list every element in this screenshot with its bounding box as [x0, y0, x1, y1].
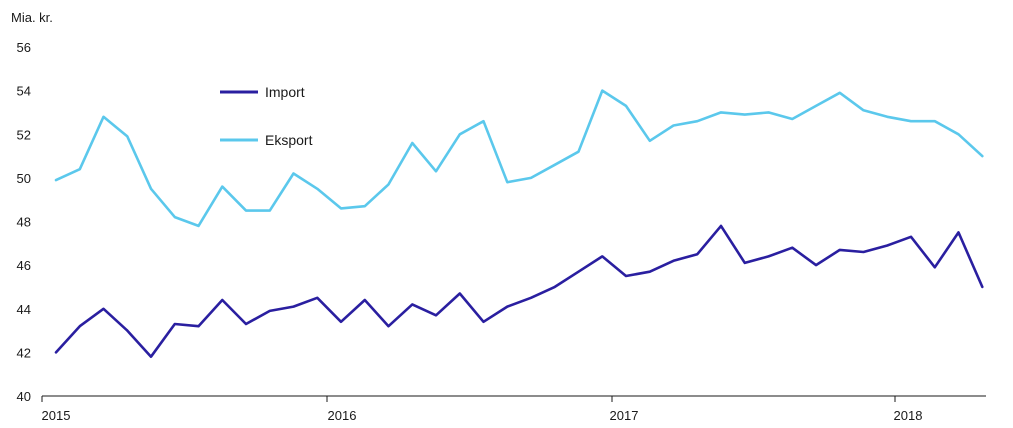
series-line-eksport — [54, 89, 984, 228]
y-tick-label: 52 — [17, 127, 31, 142]
y-tick-label: 56 — [17, 40, 31, 55]
y-tick-label: 44 — [17, 302, 31, 317]
y-unit-label: Mia. kr. — [11, 10, 53, 25]
x-tick-label: 2016 — [328, 408, 357, 423]
x-tick-label: 2018 — [894, 408, 923, 423]
x-axis: 2015 2016 2017 2018 — [41, 395, 986, 423]
y-tick-label: 50 — [17, 171, 31, 186]
legend-label: Import — [265, 84, 305, 100]
y-axis-ticks: 40 42 44 46 48 50 52 54 56 — [17, 40, 31, 404]
y-tick-label: 46 — [17, 258, 31, 273]
y-tick-label: 48 — [17, 215, 31, 230]
legend-label: Eksport — [265, 132, 313, 148]
legend: Import Eksport — [220, 84, 313, 148]
series-line-import — [54, 224, 984, 359]
x-tick-label: 2015 — [42, 408, 71, 423]
y-tick-label: 42 — [17, 345, 31, 360]
y-tick-label: 54 — [17, 84, 31, 99]
series-layer — [54, 89, 984, 359]
x-tick-label: 2017 — [610, 408, 639, 423]
y-tick-label: 40 — [17, 389, 31, 404]
